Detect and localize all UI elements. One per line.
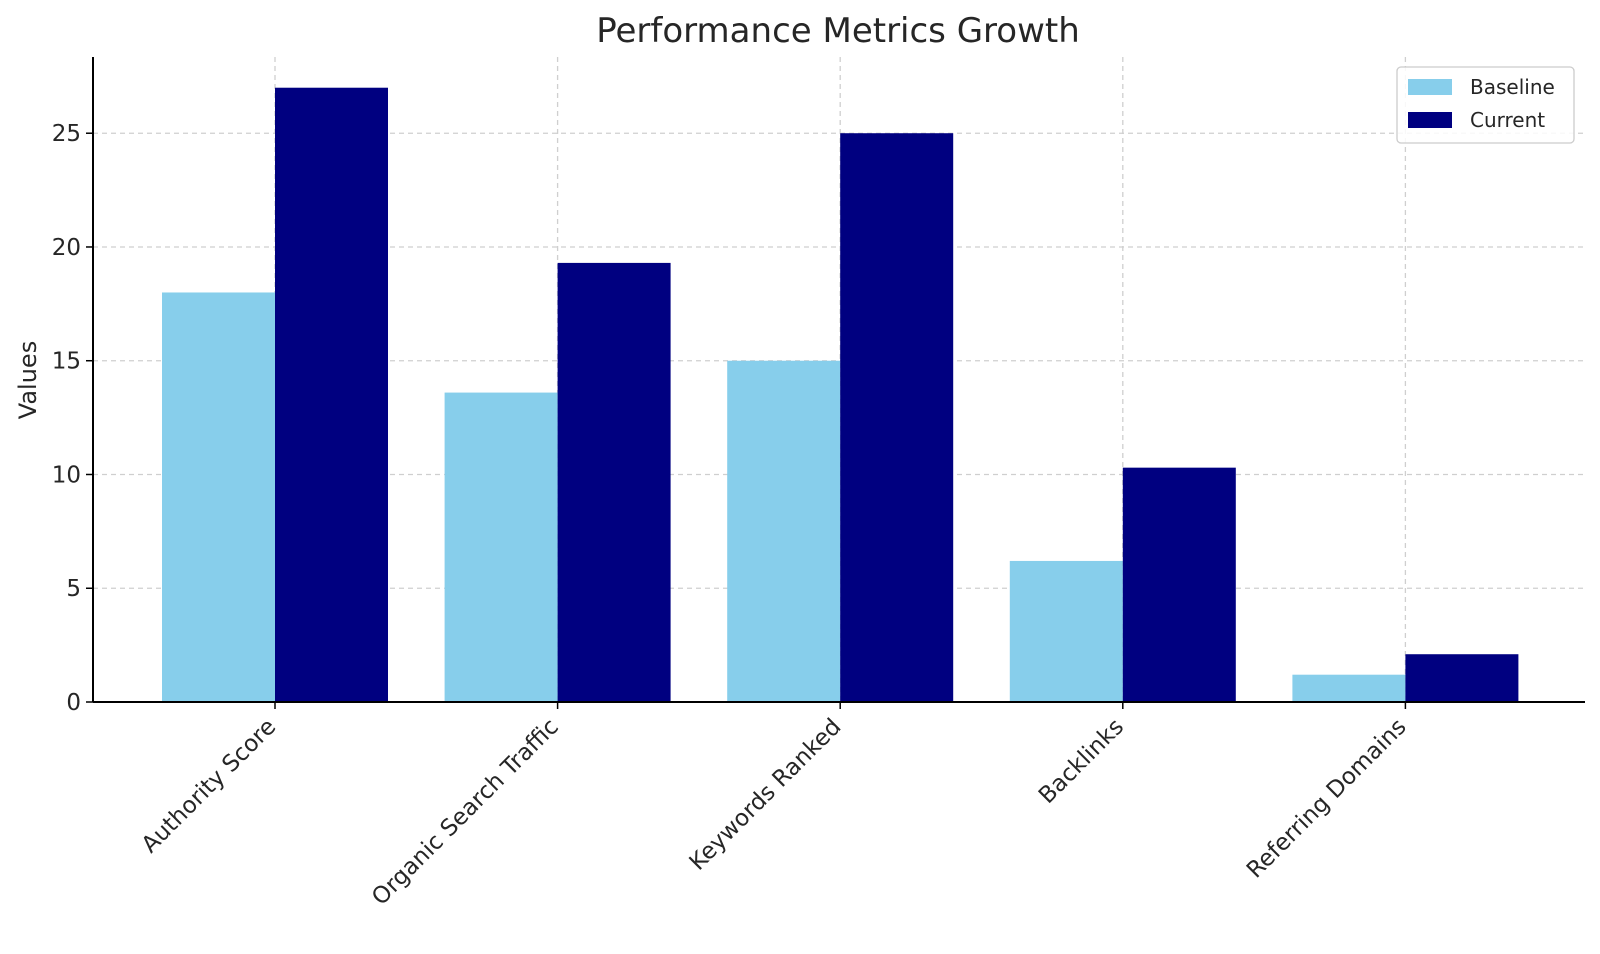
grid — [93, 57, 1585, 702]
legend-label-current: Current — [1470, 108, 1545, 132]
x-axis-ticks: Authority Score Organic Search Traffic Key… — [137, 702, 1412, 911]
bar-current-1 — [557, 262, 671, 702]
legend-label-baseline: Baseline — [1470, 75, 1555, 99]
x-tick-label: Backlinks — [1034, 714, 1129, 809]
x-tick-label: Organic Search Traffic — [367, 714, 564, 911]
chart-title: Performance Metrics Growth — [596, 11, 1080, 51]
x-tick-label: Referring Domains — [1242, 714, 1412, 884]
bar-baseline-4 — [1292, 674, 1406, 702]
bar-current-2 — [840, 133, 954, 703]
y-axis-ticks: 0 5 10 15 20 25 — [52, 121, 93, 716]
bar-current-3 — [1122, 467, 1236, 702]
bar-baseline-3 — [1009, 560, 1123, 702]
y-tick-label: 15 — [52, 349, 81, 375]
y-tick-label: 25 — [52, 121, 81, 147]
bar-current-4 — [1405, 654, 1519, 702]
y-tick-label: 5 — [66, 576, 81, 602]
y-tick-label: 20 — [52, 235, 81, 261]
bar-baseline-0 — [162, 292, 275, 702]
y-tick-label: 10 — [52, 462, 81, 488]
axes — [92, 57, 1585, 703]
legend-swatch-current — [1408, 112, 1452, 128]
bars — [162, 87, 1519, 703]
bar-baseline-2 — [727, 360, 841, 702]
x-tick-label: Keywords Ranked — [685, 714, 847, 876]
bar-baseline-1 — [444, 392, 558, 702]
bar-current-0 — [275, 87, 388, 702]
y-axis-title: Values — [14, 341, 42, 419]
legend-swatch-baseline — [1408, 79, 1452, 95]
y-tick-label: 0 — [66, 690, 81, 716]
legend: Baseline Current — [1396, 66, 1575, 144]
x-tick-label: Authority Score — [137, 714, 281, 858]
